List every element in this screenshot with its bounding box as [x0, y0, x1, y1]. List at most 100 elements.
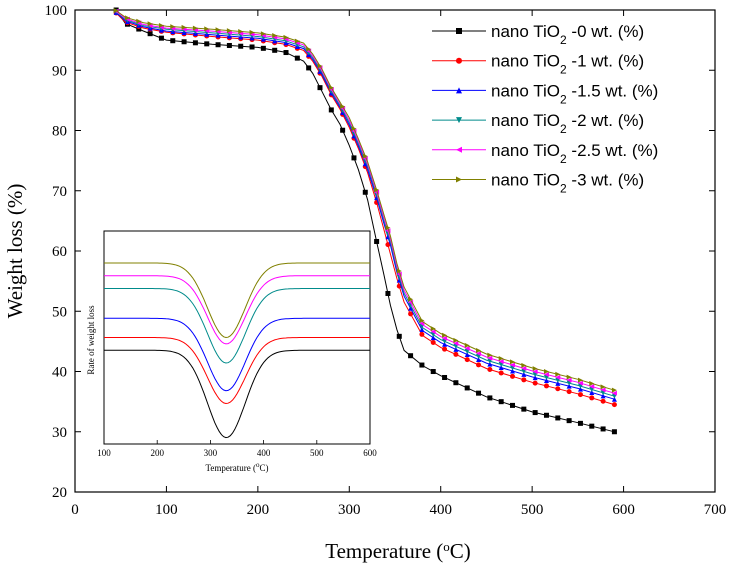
legend-label-prefix: nano TiO: [491, 171, 560, 190]
legend-label-suffix: -0 wt. (%): [567, 22, 644, 41]
data-point: [589, 423, 595, 429]
legend: nano TiO2 -0 wt. (%)nano TiO2 -1 wt. (%)…: [432, 22, 658, 196]
data-point: [611, 396, 617, 402]
legend-label-prefix: nano TiO: [491, 22, 560, 41]
inset-series-1: [104, 337, 370, 405]
data-point: [611, 387, 617, 393]
data-point: [442, 346, 448, 352]
legend-label-sub: 2: [560, 92, 567, 106]
data-point: [510, 402, 516, 408]
data-point: [510, 368, 516, 374]
data-point: [521, 371, 527, 377]
data-point: [498, 370, 504, 376]
data-point: [408, 296, 414, 302]
data-point: [543, 368, 549, 374]
data-point: [566, 377, 572, 383]
data-point: [543, 383, 549, 389]
data-point: [487, 367, 493, 373]
data-point: [419, 362, 425, 368]
legend-marker: [456, 87, 462, 94]
data-point: [577, 380, 583, 386]
data-point: [543, 371, 549, 377]
data-point: [317, 63, 323, 69]
legend-label-prefix: nano TiO: [491, 81, 560, 100]
data-point: [600, 387, 606, 393]
data-point: [351, 126, 357, 132]
legend-label-suffix: -2 wt. (%): [567, 111, 644, 130]
inset-x-tick-label: 600: [363, 448, 377, 458]
data-point: [419, 327, 425, 333]
data-point: [555, 374, 561, 380]
data-point: [555, 386, 561, 392]
data-point: [136, 18, 142, 24]
data-point: [192, 25, 198, 31]
legend-marker: [456, 176, 462, 183]
data-point: [555, 380, 561, 386]
x-tick-label: 0: [71, 502, 79, 518]
data-point: [476, 347, 482, 353]
data-point: [158, 22, 164, 28]
legend-label-sub: 2: [560, 63, 567, 77]
legend-label-suffix: -1 wt. (%): [567, 52, 644, 71]
data-point: [487, 395, 493, 401]
data-point: [374, 187, 380, 193]
data-point: [430, 339, 436, 345]
legend-label-sub: 2: [560, 152, 567, 166]
inset-x-axis-label: Temperature (oC): [205, 461, 268, 473]
data-point: [510, 359, 516, 365]
data-point: [566, 374, 572, 380]
legend-item: nano TiO2 -2.5 wt. (%): [432, 141, 658, 166]
data-point: [113, 8, 119, 14]
data-point: [170, 38, 176, 44]
data-point: [611, 429, 617, 435]
legend-label-suffix: -3 wt. (%): [567, 171, 644, 190]
y-tick-label: 40: [52, 365, 67, 381]
y-axis-label: Weight loss (%): [3, 184, 27, 319]
legend-label: nano TiO2 -1.5 wt. (%): [491, 81, 658, 106]
inset-series-5: [104, 262, 370, 339]
data-point: [362, 189, 368, 195]
data-point: [521, 377, 527, 383]
data-point: [577, 386, 583, 392]
data-point: [272, 47, 278, 53]
data-point: [328, 85, 334, 91]
data-point: [147, 21, 153, 27]
data-point: [430, 326, 436, 332]
data-point: [249, 44, 255, 50]
legend-label: nano TiO2 -0 wt. (%): [491, 22, 644, 47]
data-point: [272, 32, 278, 38]
legend-marker: [456, 57, 462, 64]
data-point: [510, 362, 516, 368]
data-point: [498, 359, 504, 365]
axis-titles: Temperature (oC) Weight loss (%) Tempera…: [3, 184, 471, 563]
x-axis-label: Temperature (oC): [325, 539, 471, 564]
legend-item: nano TiO2 -3 wt. (%): [432, 171, 644, 196]
data-point: [453, 351, 459, 357]
data-point: [498, 355, 504, 361]
y-tick-label: 50: [52, 304, 67, 320]
inset-x-tick-label: 500: [310, 448, 324, 458]
x-tick-label: 700: [704, 502, 727, 518]
data-point: [362, 153, 368, 159]
y-tick-label: 100: [45, 3, 68, 19]
data-point: [430, 369, 436, 375]
data-point: [328, 107, 334, 113]
y-tick-label: 80: [52, 124, 67, 140]
data-point: [476, 390, 482, 396]
data-point: [577, 377, 583, 383]
data-point: [487, 361, 493, 367]
data-point: [249, 29, 255, 35]
legend-label: nano TiO2 -2 wt. (%): [491, 111, 644, 136]
data-point: [385, 242, 391, 248]
data-point: [453, 380, 459, 386]
data-point: [442, 332, 448, 338]
data-point: [136, 26, 142, 32]
data-point: [532, 380, 538, 386]
data-point: [442, 341, 448, 347]
inset-x-tick-label: 200: [150, 448, 164, 458]
data-point: [566, 418, 572, 424]
y-tick-label: 90: [52, 63, 67, 79]
legend-label-suffix: -1.5 wt. (%): [567, 81, 659, 100]
data-point: [430, 335, 436, 341]
data-point: [340, 105, 346, 111]
